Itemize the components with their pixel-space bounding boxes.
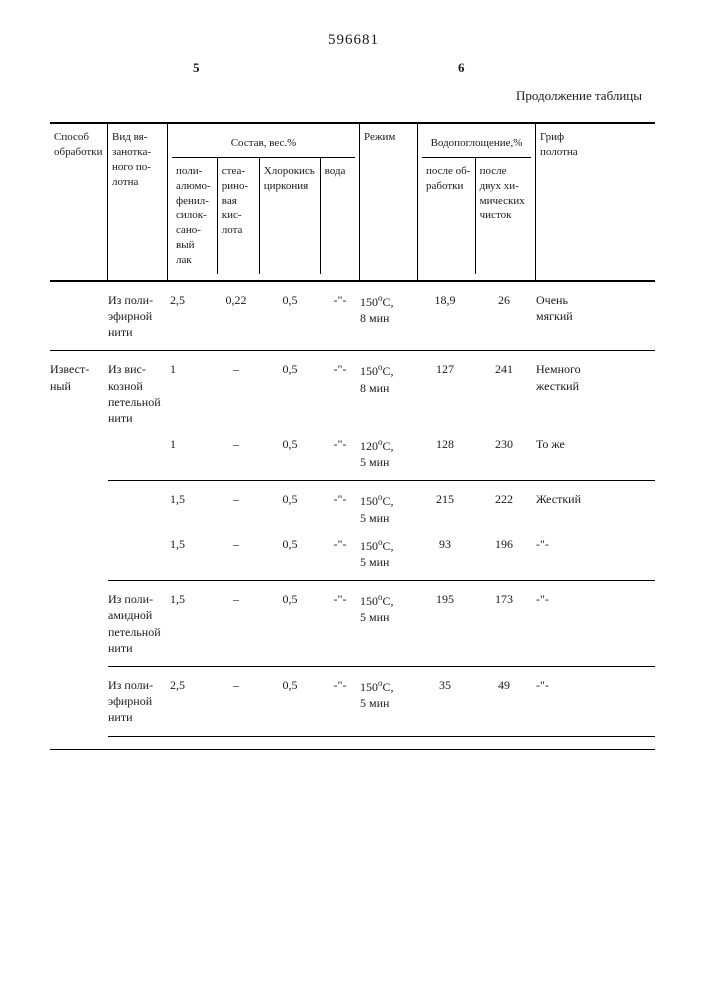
cell-acid: 0,22	[216, 292, 260, 308]
cell-mode: 150oC,8 мин	[360, 292, 418, 326]
table-row: 1–0,5-"-120oC,5 мин128230То же	[50, 426, 655, 470]
cell-oxychloride: 0,5	[260, 536, 324, 552]
cell-after-treatment: 195	[418, 591, 476, 607]
cell-type: Из поли­эфирной нити	[108, 292, 168, 341]
table-header: Способ обработ­ки Вид вя­занотка­ного по…	[50, 124, 655, 280]
cell-after-treatment: 127	[418, 361, 476, 377]
header-after-clean: после двух хи­мических чисток	[476, 158, 531, 274]
cell-after-treatment: 215	[418, 491, 476, 507]
page-marker-left: 5	[193, 60, 200, 76]
cell-lak: 2,5	[168, 677, 216, 693]
cell-acid: –	[216, 436, 260, 452]
header-after-treatment: после об­работки	[422, 158, 476, 274]
cell-water: -"-	[324, 677, 360, 693]
table-continuation-label: Продолжение таблицы	[516, 88, 642, 104]
cell-lak: 1,5	[168, 591, 216, 607]
header-oxychloride: Хлорокись циркония	[260, 158, 321, 274]
header-acid: сте­а­рино­вая кис­лота	[218, 158, 260, 274]
cell-type: Из вис­козной петель­ной нити	[108, 361, 168, 426]
header-grip: Гриф полотна	[536, 124, 595, 280]
table-row: Из поли­эфирной нити2,50,220,5-"-150oC,8…	[50, 282, 655, 341]
cell-after-clean: 196	[476, 536, 536, 552]
cell-oxychloride: 0,5	[260, 361, 324, 377]
row-separator	[108, 736, 655, 737]
cell-grip: -"-	[536, 536, 595, 552]
table-row: 1,5–0,5-"-150oC,5 мин215222Жесткий	[50, 481, 655, 525]
cell-mode: 120oC,5 мин	[360, 436, 418, 470]
cell-method: Извест­ный	[50, 361, 108, 393]
cell-grip: -"-	[536, 591, 595, 607]
data-table: Способ обработ­ки Вид вя­занотка­ного по…	[50, 122, 655, 750]
cell-acid: –	[216, 491, 260, 507]
table-body: Из поли­эфирной нити2,50,220,5-"-150oC,8…	[50, 282, 655, 737]
cell-oxychloride: 0,5	[260, 436, 324, 452]
cell-after-clean: 241	[476, 361, 536, 377]
cell-after-treatment: 35	[418, 677, 476, 693]
cell-mode: 150oC,5 мин	[360, 491, 418, 525]
cell-oxychloride: 0,5	[260, 292, 324, 308]
cell-lak: 1	[168, 361, 216, 377]
cell-lak: 1	[168, 436, 216, 452]
cell-after-clean: 230	[476, 436, 536, 452]
cell-oxychloride: 0,5	[260, 491, 324, 507]
cell-water: -"-	[324, 536, 360, 552]
table-row: 1,5–0,5-"-150oC,5 мин93196-"-	[50, 526, 655, 570]
cell-after-clean: 26	[476, 292, 536, 308]
cell-after-treatment: 18,9	[418, 292, 476, 308]
header-absorption-title: Водопоглощение,%	[422, 130, 531, 158]
cell-grip: То же	[536, 436, 595, 452]
page-marker-right: 6	[458, 60, 465, 76]
cell-grip: -"-	[536, 677, 595, 693]
table-row: Извест­ныйИз вис­козной петель­ной нити1…	[50, 351, 655, 426]
rule-bottom	[50, 749, 655, 750]
cell-lak: 2,5	[168, 292, 216, 308]
cell-oxychloride: 0,5	[260, 591, 324, 607]
cell-mode: 150oC,5 мин	[360, 536, 418, 570]
header-composition-title: Состав, вес.%	[172, 130, 355, 158]
cell-water: -"-	[324, 361, 360, 377]
cell-acid: –	[216, 591, 260, 607]
cell-type: Из поли­амидной петель­ной нити	[108, 591, 168, 656]
cell-acid: –	[216, 361, 260, 377]
header-mode: Режим	[360, 124, 418, 280]
cell-water: -"-	[324, 591, 360, 607]
cell-oxychloride: 0,5	[260, 677, 324, 693]
cell-water: -"-	[324, 491, 360, 507]
cell-after-clean: 49	[476, 677, 536, 693]
cell-acid: –	[216, 536, 260, 552]
cell-mode: 150oC,5 мин	[360, 677, 418, 711]
header-lak: поли­алюмо­фенил­силок­сано­вый лак	[172, 158, 218, 274]
header-type: Вид вя­занотка­ного по­лотна	[108, 124, 168, 280]
cell-mode: 150oC,8 мин	[360, 361, 418, 395]
cell-type: Из поли­эфирной нити	[108, 677, 168, 726]
cell-grip: Очень мягкий	[536, 292, 595, 324]
page: 596681 5 6 Продолжение таблицы Способ об…	[0, 0, 707, 1000]
header-method: Способ обработ­ки	[50, 124, 108, 280]
cell-water: -"-	[324, 436, 360, 452]
table-row: Из поли­эфирной нити2,5–0,5-"-150oC,5 ми…	[50, 667, 655, 726]
header-water: вода	[321, 158, 355, 274]
cell-after-clean: 173	[476, 591, 536, 607]
cell-lak: 1,5	[168, 536, 216, 552]
cell-grip: Немного жесткий	[536, 361, 595, 393]
cell-after-clean: 222	[476, 491, 536, 507]
header-absorption-group: Водопоглощение,% после об­работки после …	[418, 124, 536, 280]
cell-after-treatment: 128	[418, 436, 476, 452]
cell-acid: –	[216, 677, 260, 693]
cell-water: -"-	[324, 292, 360, 308]
table-row: Из поли­амидной петель­ной нити1,5–0,5-"…	[50, 581, 655, 656]
cell-mode: 150oC,5 мин	[360, 591, 418, 625]
document-number: 596681	[0, 32, 707, 49]
header-composition-group: Состав, вес.% поли­алюмо­фенил­силок­сан…	[168, 124, 360, 280]
cell-after-treatment: 93	[418, 536, 476, 552]
cell-lak: 1,5	[168, 491, 216, 507]
cell-grip: Жесткий	[536, 491, 595, 507]
